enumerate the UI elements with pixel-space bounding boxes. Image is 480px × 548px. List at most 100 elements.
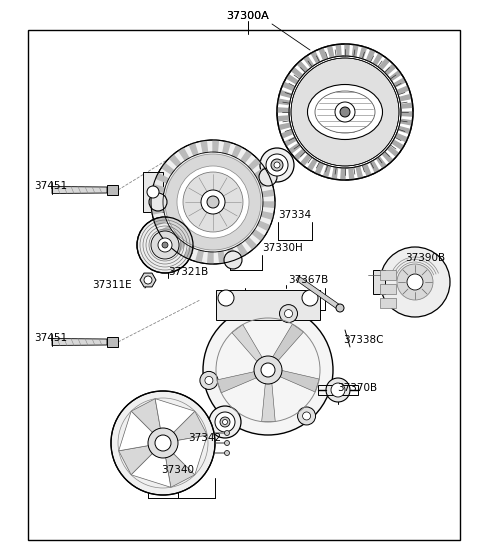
Polygon shape — [261, 212, 274, 219]
Polygon shape — [341, 168, 345, 180]
Circle shape — [111, 391, 215, 495]
Circle shape — [380, 247, 450, 317]
Polygon shape — [278, 123, 291, 129]
Ellipse shape — [308, 84, 383, 140]
Polygon shape — [400, 119, 412, 125]
Polygon shape — [107, 185, 118, 195]
Circle shape — [147, 186, 159, 198]
Polygon shape — [52, 339, 107, 345]
Circle shape — [137, 217, 193, 273]
Polygon shape — [248, 158, 261, 170]
Polygon shape — [366, 49, 375, 62]
Polygon shape — [184, 247, 194, 259]
Polygon shape — [345, 44, 349, 56]
Circle shape — [285, 310, 292, 318]
Polygon shape — [143, 172, 163, 212]
Circle shape — [151, 140, 275, 264]
Text: 37390B: 37390B — [405, 253, 445, 263]
Polygon shape — [217, 371, 258, 393]
Circle shape — [302, 290, 318, 306]
Polygon shape — [382, 152, 393, 163]
Text: 37311E: 37311E — [92, 280, 132, 290]
Polygon shape — [262, 381, 275, 421]
Polygon shape — [119, 446, 152, 475]
Polygon shape — [174, 411, 207, 441]
Circle shape — [177, 166, 249, 238]
Polygon shape — [174, 435, 207, 475]
Circle shape — [148, 428, 178, 458]
Polygon shape — [254, 168, 267, 178]
Polygon shape — [352, 44, 358, 57]
Circle shape — [331, 383, 345, 397]
Polygon shape — [237, 243, 248, 256]
Circle shape — [205, 376, 213, 384]
Polygon shape — [400, 103, 413, 108]
Polygon shape — [360, 47, 367, 59]
Polygon shape — [349, 168, 354, 180]
Polygon shape — [174, 241, 185, 254]
Circle shape — [259, 168, 277, 186]
Circle shape — [335, 102, 355, 122]
Polygon shape — [327, 45, 334, 58]
Circle shape — [200, 372, 218, 390]
Bar — [373, 270, 385, 294]
Polygon shape — [154, 217, 167, 226]
Polygon shape — [169, 155, 181, 167]
Polygon shape — [319, 48, 327, 60]
Polygon shape — [213, 140, 218, 152]
Text: 37321B: 37321B — [168, 267, 208, 277]
Text: 37367B: 37367B — [288, 275, 328, 285]
Polygon shape — [279, 90, 292, 98]
Circle shape — [274, 162, 280, 168]
Polygon shape — [373, 53, 383, 65]
Polygon shape — [201, 140, 207, 153]
Polygon shape — [324, 165, 331, 178]
Polygon shape — [196, 250, 203, 263]
Polygon shape — [315, 162, 324, 175]
Bar — [318, 385, 358, 395]
Polygon shape — [262, 190, 275, 197]
Polygon shape — [401, 112, 413, 116]
Polygon shape — [272, 324, 303, 362]
Polygon shape — [296, 276, 341, 310]
Polygon shape — [218, 251, 225, 264]
Text: 37451: 37451 — [34, 333, 67, 343]
Polygon shape — [397, 86, 409, 94]
Text: 37300A: 37300A — [227, 11, 269, 21]
Polygon shape — [277, 116, 289, 121]
Polygon shape — [166, 454, 195, 487]
Polygon shape — [396, 133, 408, 142]
Bar — [216, 290, 320, 320]
Polygon shape — [223, 141, 230, 154]
Polygon shape — [252, 230, 264, 241]
Circle shape — [165, 154, 261, 250]
Polygon shape — [277, 108, 289, 112]
Polygon shape — [257, 221, 270, 231]
Circle shape — [144, 276, 152, 284]
Polygon shape — [387, 146, 399, 157]
Polygon shape — [288, 144, 300, 153]
Polygon shape — [336, 44, 341, 56]
Polygon shape — [356, 166, 362, 179]
Polygon shape — [131, 454, 171, 487]
Circle shape — [298, 407, 315, 425]
Polygon shape — [166, 234, 178, 246]
Circle shape — [215, 412, 235, 432]
Text: 37370B: 37370B — [337, 383, 377, 393]
Circle shape — [201, 190, 225, 214]
Bar — [380, 284, 396, 294]
Circle shape — [340, 107, 350, 117]
Polygon shape — [284, 137, 297, 146]
Circle shape — [277, 44, 413, 180]
Text: 37342: 37342 — [188, 433, 221, 443]
Circle shape — [266, 154, 288, 176]
Circle shape — [254, 356, 282, 384]
Polygon shape — [394, 78, 406, 87]
Polygon shape — [311, 51, 320, 64]
Polygon shape — [389, 71, 401, 81]
Circle shape — [225, 441, 229, 446]
Bar — [380, 298, 396, 308]
Circle shape — [162, 242, 168, 248]
Polygon shape — [156, 173, 168, 183]
Polygon shape — [286, 75, 298, 84]
